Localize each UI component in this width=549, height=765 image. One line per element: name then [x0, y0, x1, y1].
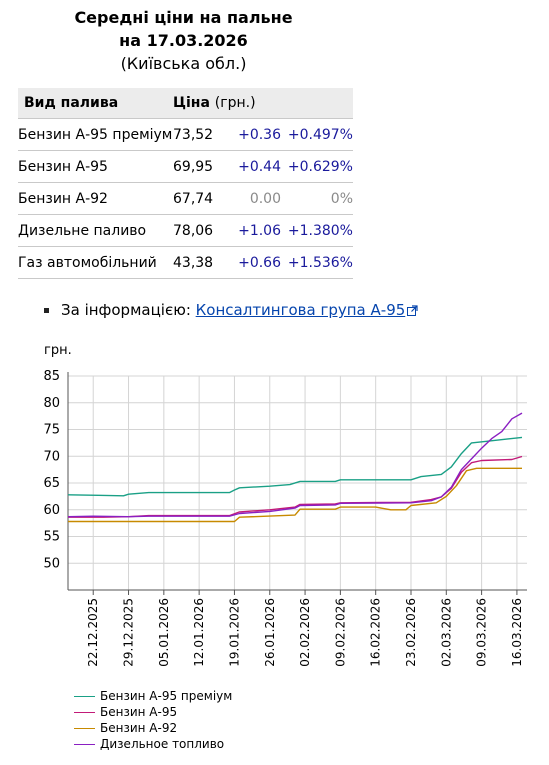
y-tick-label: 65: [43, 476, 60, 491]
y-tick-label: 55: [43, 530, 60, 545]
legend-label: Бензин А-92: [100, 721, 178, 735]
y-tick-label: 60: [43, 503, 60, 518]
column-header-unit: (грн.): [214, 95, 256, 111]
y-axis-unit-label: грн.: [44, 343, 72, 358]
table-row: Дизельне паливо 78,06 +1.06 +1.380%: [18, 214, 353, 247]
x-tick-label: 02.03.2026: [439, 598, 453, 667]
price-change-percent: +0.497%: [281, 118, 353, 151]
price-value: 73,52: [173, 118, 233, 151]
price-value: 43,38: [173, 246, 233, 279]
x-tick-label: 22.12.2025: [86, 598, 100, 667]
x-tick-label: 12.01.2026: [192, 598, 206, 667]
y-tick-label: 50: [43, 556, 60, 571]
price-value: 67,74: [173, 182, 233, 215]
x-tick-label: 23.02.2026: [404, 598, 418, 667]
table-row: Бензин А-95 преміум 73,52 +0.36 +0.497%: [18, 118, 353, 151]
title-line-1: Середні ціни на пальне: [74, 8, 293, 27]
price-change: +0.36: [233, 118, 281, 151]
source-link[interactable]: Консалтингова група А-95: [195, 301, 406, 319]
legend-label: Бензин А-95: [100, 705, 178, 719]
legend-swatch: [74, 728, 95, 729]
x-tick-label: 05.01.2026: [157, 598, 171, 667]
price-change: +1.06: [233, 214, 281, 247]
column-header-fuel-type: Вид палива: [18, 88, 173, 119]
fuel-name: Бензин А-95: [18, 150, 173, 183]
price-value: 69,95: [173, 150, 233, 183]
price-change: +0.66: [233, 246, 281, 279]
price-change: +0.44: [233, 150, 281, 183]
legend-item: Бензин А-92: [74, 720, 232, 736]
price-change-percent: 0%: [281, 182, 353, 215]
table-row: Бензин А-95 69,95 +0.44 +0.629%: [18, 150, 353, 183]
title-line-2: на 17.03.2026: [119, 31, 248, 50]
legend-item: Дизельное топливо: [74, 736, 232, 752]
column-header-price: Ціна (грн.): [173, 88, 353, 119]
legend-swatch: [74, 712, 95, 713]
price-value: 78,06: [173, 214, 233, 247]
title-region: (Київська обл.): [120, 54, 247, 73]
x-tick-label: 09.03.2026: [475, 598, 489, 667]
series-line-2: [68, 467, 522, 523]
x-tick-label: 26.01.2026: [263, 598, 277, 667]
price-change: 0.00: [233, 182, 281, 215]
bullet-icon: [44, 308, 49, 313]
price-history-chart: 50 55 60 65 70 75 80 85 22.12.2025 29.12.2025 05.0…: [43, 343, 527, 667]
x-tick-label: 16.03.2026: [510, 598, 524, 667]
x-tick-label: 09.02.2026: [333, 598, 347, 667]
table-row: Газ автомобільний 43,38 +0.66 +1.536%: [18, 246, 353, 279]
y-tick-label: 85: [43, 369, 60, 384]
y-tick-label: 80: [43, 396, 60, 411]
legend-item: Бензин А-95 преміум: [74, 688, 232, 704]
x-tick-label: 19.01.2026: [227, 598, 241, 667]
legend-swatch: [74, 696, 95, 697]
x-tick-label: 02.02.2026: [298, 598, 312, 667]
table-row: Бензин А-92 67,74 0.00 0%: [18, 182, 353, 215]
fuel-name: Дизельне паливо: [18, 214, 173, 247]
series-line-3: [67, 412, 523, 518]
source-prefix: За інформацією:: [61, 301, 191, 319]
price-change-percent: +1.536%: [281, 246, 353, 279]
x-tick-label: 29.12.2025: [122, 598, 136, 667]
legend-label: Дизельное топливо: [100, 737, 225, 751]
fuel-name: Газ автомобільний: [18, 246, 173, 279]
table-header-row: Вид палива Ціна (грн.): [18, 88, 353, 119]
fuel-name: Бензин А-92: [18, 182, 173, 215]
y-tick-label: 70: [43, 449, 60, 464]
legend-label: Бензин А-95 преміум: [100, 689, 233, 703]
x-tick-label: 16.02.2026: [369, 598, 383, 667]
external-link-icon: [407, 305, 418, 316]
price-change-percent: +0.629%: [281, 150, 353, 183]
legend-item: Бензин А-95: [74, 704, 232, 720]
fuel-name: Бензин А-95 преміум: [18, 118, 173, 151]
legend-swatch: [74, 744, 95, 745]
source-info: За інформацією: Консалтингова група А-95: [44, 301, 418, 319]
column-header-price-label: Ціна: [173, 95, 210, 111]
y-tick-label: 75: [43, 423, 60, 438]
price-table: Вид палива Ціна (грн.) Бензин А-95 премі…: [18, 88, 353, 279]
page-title: Середні ціни на пальне на 17.03.2026 (Ки…: [0, 6, 367, 75]
price-change-percent: +1.380%: [281, 214, 353, 247]
chart-legend: Бензин А-95 преміум Бензин А-95 Бензин А-9…: [74, 688, 232, 752]
series-line-0: [67, 436, 523, 497]
